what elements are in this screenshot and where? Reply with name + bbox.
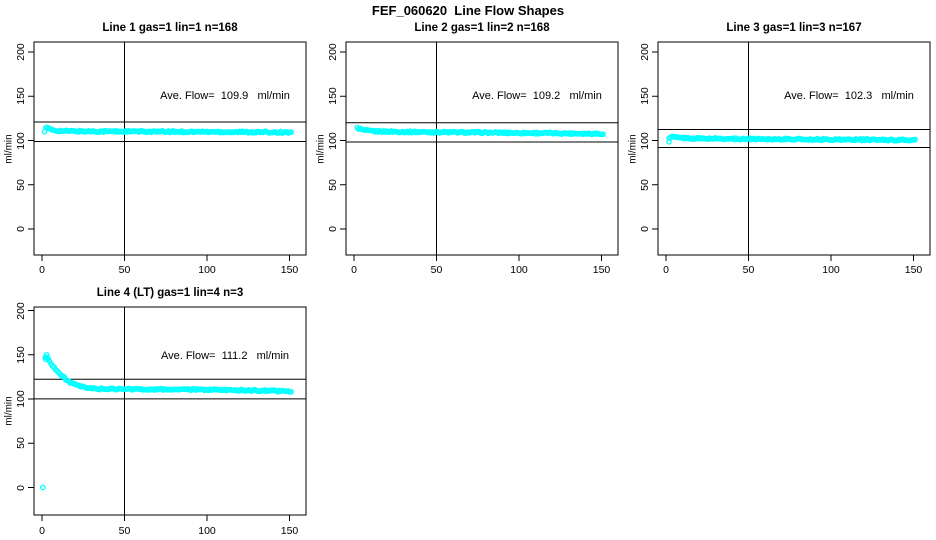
plot-border bbox=[345, 41, 619, 256]
x-tick-label: 150 bbox=[280, 264, 299, 276]
y-tick-label: 200 bbox=[15, 301, 27, 320]
data-point bbox=[39, 484, 46, 491]
ave-flow-annotation: Ave. Flow= 111.2 ml/min bbox=[160, 350, 290, 362]
subplot-title: Line 4 (LT) gas=1 lin=4 n=3 bbox=[96, 287, 244, 299]
y-tick-label: 50 bbox=[639, 178, 651, 191]
y-axis-label: ml/min bbox=[315, 133, 327, 164]
y-tick-label: 0 bbox=[327, 226, 339, 232]
subplot-line-4: Line 4 (LT) gas=1 lin=4 n=3 Ave. Flow= 1… bbox=[0, 0, 312, 540]
y-axis-label: ml/min bbox=[3, 396, 15, 426]
plot-border bbox=[33, 306, 307, 516]
x-tick-label: 100 bbox=[198, 264, 216, 276]
plot-area bbox=[652, 41, 931, 261]
reference-lines bbox=[34, 42, 306, 255]
ave-flow-annotation: Ave. Flow= 109.2 ml/min bbox=[472, 90, 602, 102]
x-tick-label: 0 bbox=[39, 525, 45, 537]
plot-area bbox=[28, 306, 307, 521]
plot-border bbox=[657, 41, 931, 256]
axis-ticks bbox=[340, 41, 619, 261]
x-tick-label: 150 bbox=[280, 525, 299, 537]
data-point bbox=[600, 131, 606, 138]
x-tick-label: 150 bbox=[592, 264, 611, 276]
axis-ticks bbox=[652, 41, 931, 261]
data-point bbox=[288, 129, 294, 136]
x-tick-label: 50 bbox=[118, 525, 131, 537]
reference-lines bbox=[34, 307, 306, 515]
subplot-line-3: Line 3 gas=1 lin=3 n=167 Ave. Flow= 102.… bbox=[624, 0, 936, 540]
subplot-line-1: Line 1 gas=1 lin=1 n=168 Ave. Flow= 109.… bbox=[0, 0, 312, 540]
subplot-title: Line 2 gas=1 lin=2 n=168 bbox=[414, 22, 550, 34]
data-points bbox=[39, 351, 294, 491]
y-tick-label: 100 bbox=[327, 131, 339, 150]
subplot-title: Line 1 gas=1 lin=1 n=168 bbox=[102, 22, 238, 34]
data-point bbox=[912, 136, 918, 143]
reference-lines bbox=[658, 42, 930, 255]
x-tick-label: 50 bbox=[742, 264, 755, 276]
data-point bbox=[43, 351, 50, 358]
x-tick-label: 0 bbox=[351, 264, 357, 276]
x-tick-label: 0 bbox=[663, 264, 669, 276]
y-tick-label: 100 bbox=[639, 131, 651, 150]
figure-title: FEF_060620 Line Flow Shapes bbox=[371, 3, 565, 18]
plot-area bbox=[28, 41, 307, 261]
y-tick-label: 100 bbox=[15, 390, 27, 408]
data-point bbox=[666, 138, 672, 145]
data-points bbox=[41, 124, 294, 136]
y-tick-label: 200 bbox=[327, 43, 339, 61]
axis-ticks bbox=[28, 306, 307, 521]
x-tick-label: 150 bbox=[904, 264, 923, 276]
data-point bbox=[288, 388, 294, 395]
x-tick-label: 100 bbox=[510, 264, 528, 276]
ave-flow-annotation: Ave. Flow= 102.3 ml/min bbox=[784, 90, 914, 102]
x-tick-label: 50 bbox=[430, 264, 443, 276]
y-tick-label: 50 bbox=[15, 437, 27, 450]
reference-lines bbox=[346, 42, 618, 255]
y-axis-label: ml/min bbox=[627, 133, 639, 164]
plot-area bbox=[340, 41, 619, 261]
x-tick-label: 50 bbox=[118, 264, 131, 276]
y-tick-label: 150 bbox=[327, 87, 339, 106]
data-points bbox=[354, 124, 606, 138]
subplot-line-2: Line 2 gas=1 lin=2 n=168 Ave. Flow= 109.… bbox=[312, 0, 624, 540]
plot-border bbox=[33, 41, 307, 256]
y-tick-label: 150 bbox=[639, 87, 651, 106]
y-tick-label: 0 bbox=[15, 484, 27, 491]
axis-ticks bbox=[28, 41, 307, 261]
data-points bbox=[666, 133, 918, 145]
y-tick-label: 200 bbox=[639, 43, 651, 61]
data-point bbox=[60, 373, 66, 379]
subplot-title: Line 3 gas=1 lin=3 n=167 bbox=[726, 22, 862, 34]
y-tick-label: 0 bbox=[639, 226, 651, 232]
x-tick-label: 100 bbox=[822, 264, 840, 276]
y-tick-label: 50 bbox=[327, 178, 339, 191]
ave-flow-annotation: Ave. Flow= 109.9 ml/min bbox=[160, 90, 290, 102]
x-tick-label: 0 bbox=[39, 264, 45, 276]
data-point bbox=[44, 354, 51, 361]
y-tick-label: 150 bbox=[15, 345, 27, 364]
x-tick-label: 100 bbox=[198, 525, 216, 537]
